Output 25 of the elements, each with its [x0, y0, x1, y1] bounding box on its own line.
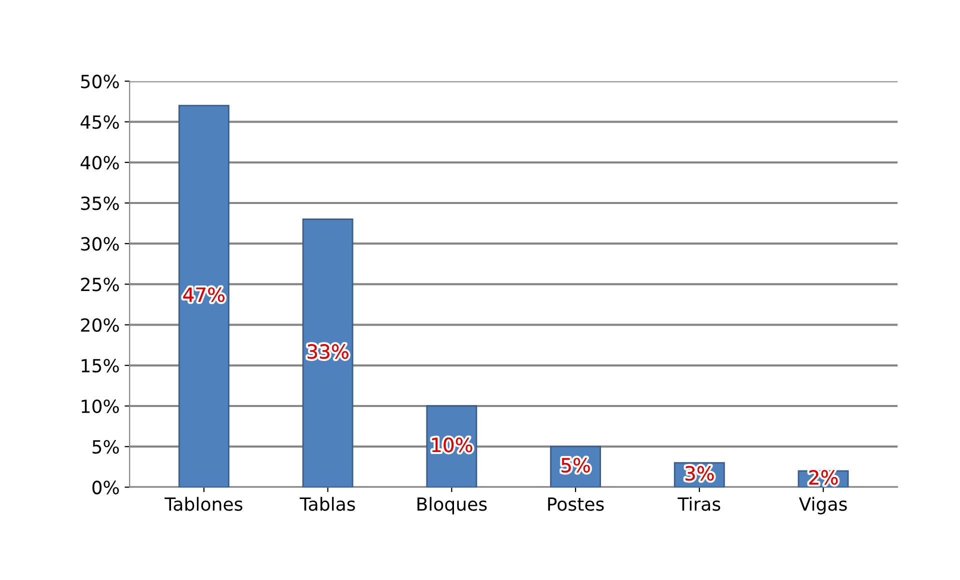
x-tick-label: Tiras	[678, 496, 720, 511]
x-tick-label: Tablones	[164, 496, 242, 511]
y-tick-label: 10%	[82, 399, 119, 414]
y-tick-label: 0%	[92, 480, 119, 494]
y-tick-label: 20%	[81, 318, 119, 332]
y-tick-label: 50%	[81, 74, 119, 88]
x-tick-label: Bloques	[418, 496, 487, 514]
y-tick-label: 25%	[81, 278, 119, 292]
x-tick-label: Vigas	[798, 496, 847, 514]
data-label: 47%	[183, 287, 224, 302]
bar	[178, 104, 230, 488]
data-label: 5%	[562, 458, 590, 473]
x-tick-label: Tablas	[300, 496, 355, 511]
y-tick-label: 45%	[80, 115, 119, 129]
y-tick-label: 35%	[81, 196, 119, 210]
data-label: 2%	[809, 470, 838, 485]
y-tick-label: 30%	[81, 237, 119, 251]
bar	[302, 218, 354, 488]
x-tick-label: Postes	[548, 497, 604, 511]
data-label: 33%	[308, 344, 348, 359]
data-label: 10%	[432, 438, 472, 452]
data-label: 3%	[685, 466, 714, 481]
y-tick-label: 40%	[80, 156, 119, 170]
y-tick-label: 5%	[92, 440, 119, 454]
y-tick-label: 15%	[82, 358, 119, 373]
